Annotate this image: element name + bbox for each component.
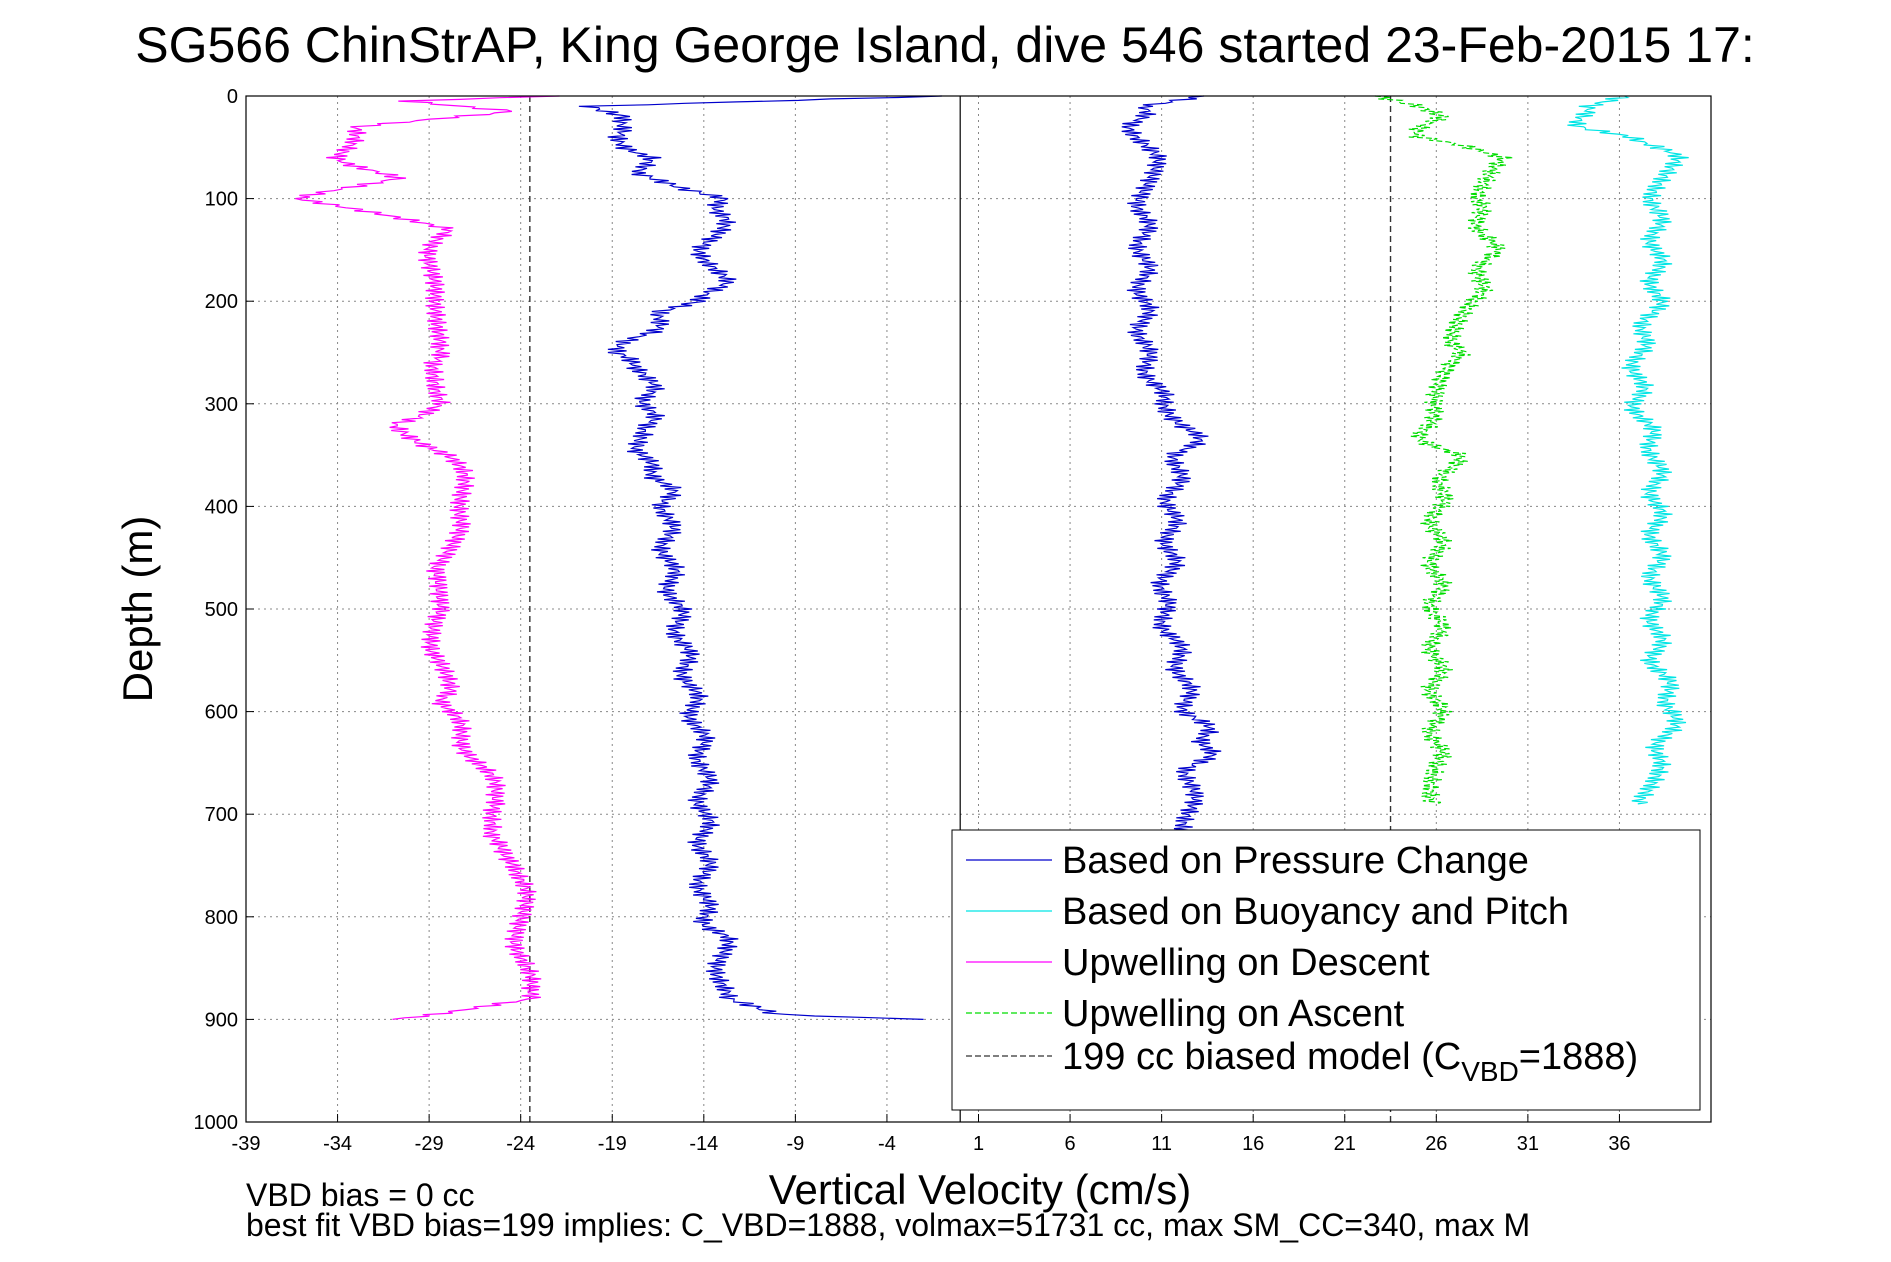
series-line-1 (1121, 95, 1222, 836)
legend-label-main: 199 cc biased model (C (1062, 1036, 1461, 1078)
y-axis-label: Depth (m) (114, 516, 161, 703)
x-tick-label: -9 (786, 1133, 804, 1155)
series-group (295, 95, 1689, 1020)
x-tick-label: 16 (1242, 1133, 1264, 1155)
y-tick-label: 100 (205, 189, 238, 211)
vbd-bias-note: VBD bias = 0 cc (246, 1177, 475, 1213)
y-axis-ticks: 0 100 200 300 400 500 600 700 800 900 1000 (194, 86, 254, 1134)
legend-label-suffix: =1888) (1519, 1036, 1638, 1078)
chart-title: SG566 ChinStrAP, King George Island, div… (135, 17, 1755, 73)
x-tick-label: -39 (232, 1133, 261, 1155)
y-tick-label: 200 (205, 291, 238, 313)
y-tick-label: 500 (205, 599, 238, 621)
x-tick-label: 21 (1334, 1133, 1356, 1155)
x-tick-label: 6 (1065, 1133, 1076, 1155)
y-tick-label: 400 (205, 496, 238, 518)
x-tick-label: -24 (506, 1133, 535, 1155)
legend-label: Upwelling on Descent (1062, 942, 1430, 984)
x-tick-label: 1 (973, 1133, 984, 1155)
y-tick-label: 1000 (194, 1112, 239, 1134)
y-tick-label: 600 (205, 702, 238, 724)
x-axis-ticks: -39 -34 -29 -24 -19 -14 -9 -4 1 6 11 16 21 26 31 36 (232, 1114, 1631, 1155)
y-tick-label: 900 (205, 1009, 238, 1031)
series-line-4 (1374, 95, 1514, 805)
y-tick-label: 800 (205, 907, 238, 929)
x-tick-label: 11 (1151, 1133, 1172, 1155)
y-tick-label: 300 (205, 394, 238, 416)
x-tick-label: -19 (598, 1133, 627, 1155)
best-fit-note: best fit VBD bias=199 implies: C_VBD=188… (246, 1207, 1530, 1243)
x-axis-label: Vertical Velocity (cm/s) (769, 1166, 1191, 1213)
x-tick-label: 31 (1517, 1133, 1539, 1155)
legend-label: Upwelling on Ascent (1062, 993, 1405, 1035)
legend-label-subscript: VBD (1461, 1056, 1519, 1087)
x-tick-label: -29 (415, 1133, 444, 1155)
x-tick-label: 36 (1608, 1133, 1630, 1155)
y-tick-label: 0 (227, 86, 238, 108)
legend-label: Based on Buoyancy and Pitch (1062, 891, 1569, 933)
legend-label: 199 cc biased model (CVBD=1888) (1062, 1036, 1638, 1087)
series-line-0 (578, 95, 942, 1020)
legend-box (951, 829, 1701, 1111)
legend: Based on Pressure Change Based on Buoyanc… (951, 829, 1701, 1111)
x-tick-label: -14 (689, 1133, 718, 1155)
x-tick-label: -34 (323, 1133, 352, 1155)
series-line-3 (295, 95, 560, 1020)
y-tick-label: 700 (205, 804, 238, 826)
x-tick-label: 26 (1425, 1133, 1447, 1155)
series-line-2 (1567, 95, 1689, 805)
legend-label: Based on Pressure Change (1062, 840, 1529, 882)
x-tick-label: -4 (878, 1133, 896, 1155)
